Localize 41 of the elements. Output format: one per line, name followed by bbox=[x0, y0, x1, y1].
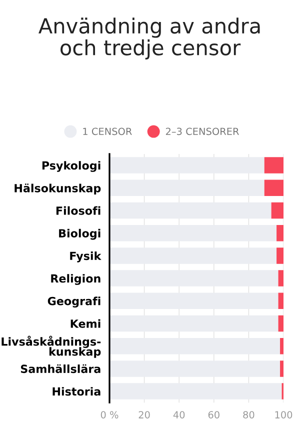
bar bbox=[110, 338, 280, 354]
bar bbox=[110, 383, 282, 400]
y-tick-label: Biologi bbox=[59, 228, 100, 240]
y-tick-label: Historia bbox=[52, 387, 100, 396]
bar bbox=[110, 292, 278, 310]
bar bbox=[276, 248, 284, 264]
y-tick-label: Psykologi bbox=[42, 161, 100, 172]
bar bbox=[278, 292, 284, 310]
y-tick-label: Hälsokunskap bbox=[14, 184, 101, 195]
bar bbox=[278, 270, 284, 286]
bar bbox=[110, 157, 264, 174]
x-tick-label: 40 bbox=[173, 411, 185, 418]
bar bbox=[110, 270, 278, 286]
x-tick-label: 20 bbox=[138, 411, 150, 418]
bar bbox=[110, 248, 277, 264]
chart-title: Användning av andra och tredje censor bbox=[38, 18, 260, 60]
y-tick-label: Geografi bbox=[48, 296, 100, 308]
legend-label: 1 CENSOR bbox=[83, 128, 132, 136]
bar bbox=[280, 338, 284, 354]
bar bbox=[276, 224, 284, 242]
x-tick-label: 0 % bbox=[100, 411, 118, 418]
y-tick-label: Kemi bbox=[70, 319, 100, 328]
x-tick-label: 80 bbox=[243, 411, 254, 418]
y-tick-label: Fysik bbox=[70, 251, 102, 262]
bar bbox=[110, 360, 280, 377]
y-tick-label: Religion bbox=[51, 274, 100, 285]
bar bbox=[271, 202, 284, 219]
y-tick-label: Livsåskådnings- kunskap bbox=[2, 336, 101, 358]
x-tick-label: 60 bbox=[208, 411, 220, 418]
bar bbox=[264, 157, 284, 174]
legend-label: 2–3 CENSORER bbox=[166, 128, 239, 136]
bar bbox=[110, 202, 272, 219]
bar bbox=[280, 360, 284, 377]
x-tick-label: 100 bbox=[275, 411, 292, 418]
bar bbox=[110, 180, 264, 196]
bar bbox=[278, 315, 284, 332]
bar bbox=[110, 224, 277, 242]
y-tick-label: Samhällslära bbox=[20, 364, 100, 374]
bar bbox=[264, 180, 284, 196]
bar bbox=[110, 315, 278, 332]
y-tick-label: Filosofi bbox=[56, 206, 100, 215]
